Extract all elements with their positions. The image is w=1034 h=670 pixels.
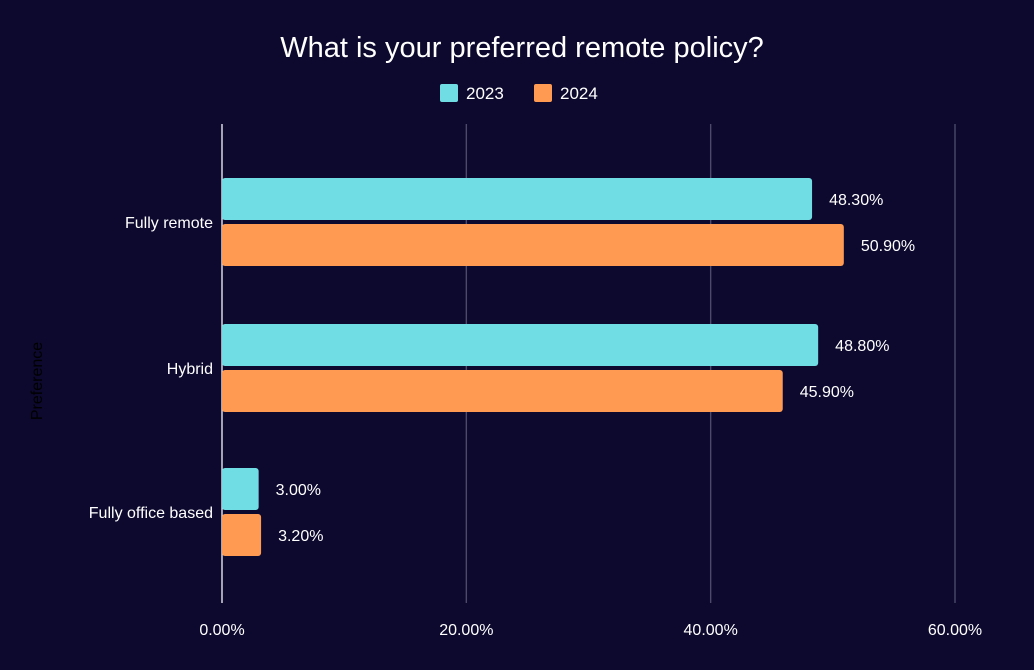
x-tick-label: 20.00% — [439, 622, 493, 639]
category-label: Fully remote — [125, 215, 213, 232]
data-label: 3.00% — [276, 482, 321, 499]
category-label: Fully office based — [89, 505, 213, 522]
bar-2024 — [222, 514, 262, 556]
bar-2024 — [222, 224, 844, 266]
x-tick-label: 60.00% — [928, 622, 982, 639]
bar-labels: 48.30% 50.90% 48.80% 45.90% 3.00% 3.20% — [276, 192, 915, 545]
legend-label: 2023 — [466, 84, 504, 103]
bars — [222, 178, 844, 556]
data-label: 48.80% — [835, 338, 889, 355]
legend-swatch — [534, 84, 552, 102]
data-label: 3.20% — [278, 528, 323, 545]
category-labels: Fully remote Hybrid Fully office based — [89, 215, 213, 522]
tick-labels: 0.00% 20.00% 40.00% 60.00% — [199, 622, 982, 639]
bar-2023 — [222, 468, 259, 510]
y-axis-title: Preference — [29, 342, 46, 420]
data-label: 48.30% — [829, 192, 883, 209]
category-label: Hybrid — [167, 361, 213, 378]
legend-swatch — [440, 84, 458, 102]
bar-2023 — [222, 324, 819, 366]
chart-title: What is your preferred remote policy? — [280, 32, 764, 64]
bar-2023 — [222, 178, 813, 220]
legend-label: 2024 — [560, 84, 598, 103]
data-label: 45.90% — [800, 384, 854, 401]
bar-2024 — [222, 370, 783, 412]
x-tick-label: 40.00% — [684, 622, 738, 639]
x-tick-label: 0.00% — [199, 622, 244, 639]
data-label: 50.90% — [861, 238, 915, 255]
legend: 2023 2024 — [440, 84, 598, 103]
